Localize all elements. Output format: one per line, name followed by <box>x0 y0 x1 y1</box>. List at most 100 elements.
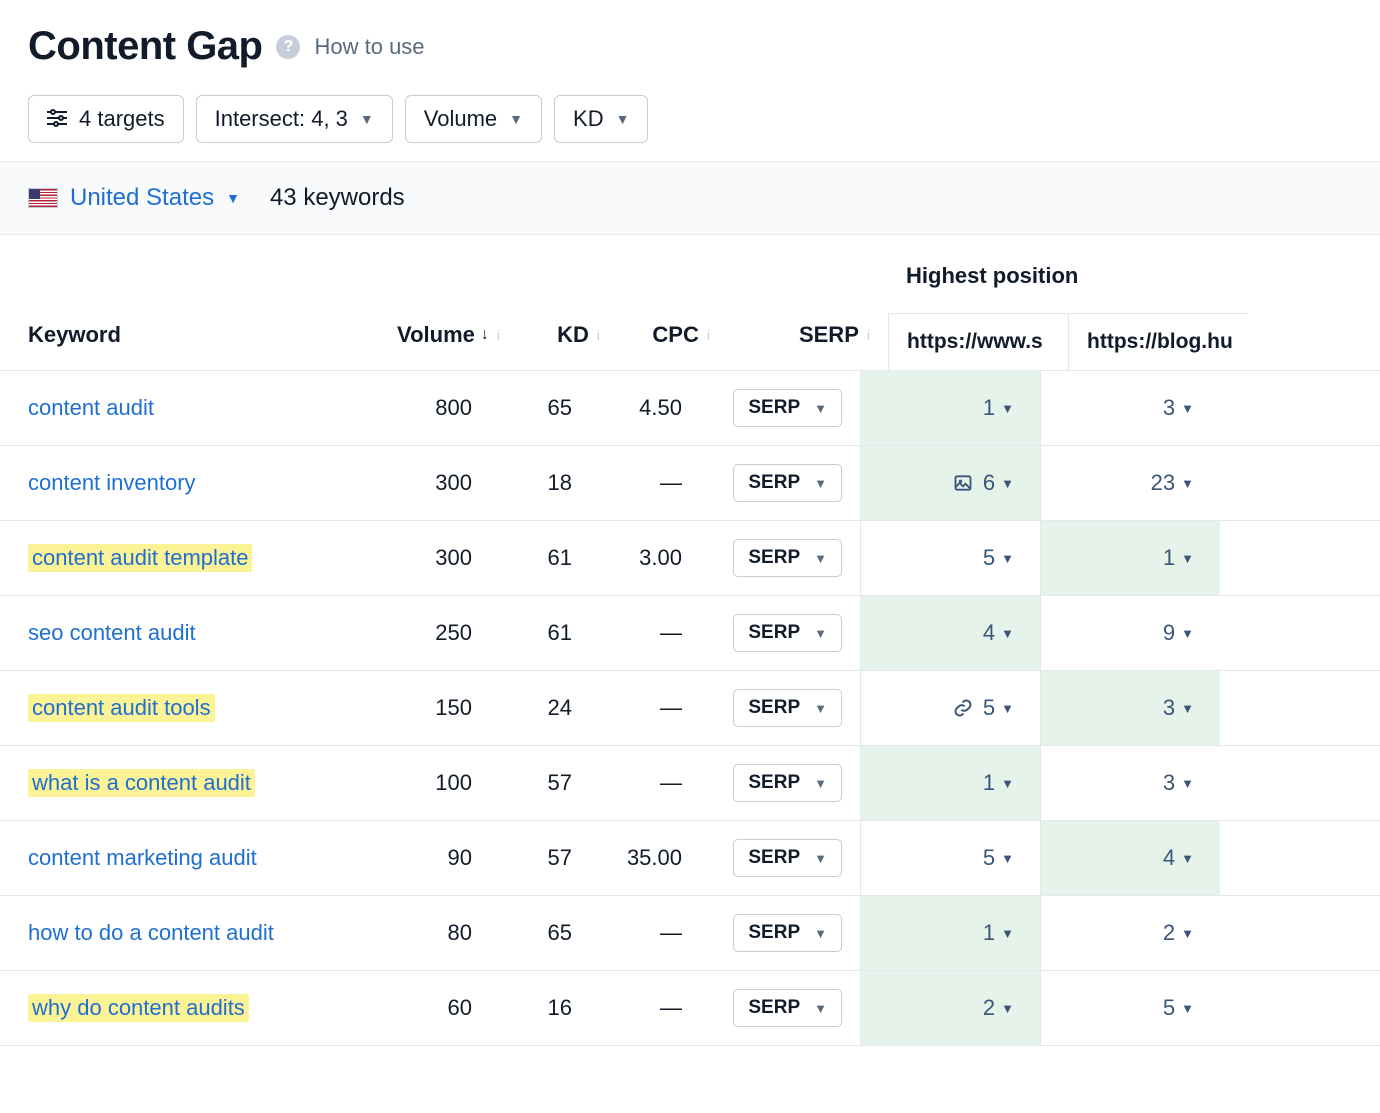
cell-cpc: — <box>590 746 700 820</box>
position-value: 1 <box>983 770 995 796</box>
cell-serp: SERP▼ <box>700 746 860 820</box>
filter-row: 4 targets Intersect: 4, 3 ▼ Volume ▼ KD … <box>28 95 1352 143</box>
keyword-link[interactable]: why do content audits <box>28 994 249 1022</box>
cell-volume: 150 <box>370 671 490 745</box>
targets-filter-label: 4 targets <box>79 106 165 132</box>
chevron-down-icon: ▼ <box>1181 776 1194 791</box>
col-cpc[interactable]: CPC i <box>618 322 728 370</box>
col-serp[interactable]: SERP i <box>728 322 888 370</box>
col-keyword[interactable]: Keyword <box>28 322 398 370</box>
position-value: 5 <box>983 845 995 871</box>
volume-filter-label: Volume <box>424 106 497 132</box>
serp-button[interactable]: SERP▼ <box>733 614 842 652</box>
info-icon[interactable]: i <box>867 327 870 343</box>
keyword-link[interactable]: what is a content audit <box>28 769 255 797</box>
cell-volume: 250 <box>370 596 490 670</box>
col-url-2[interactable]: https://blog.hu <box>1068 314 1248 370</box>
cell-position-1[interactable]: 2▼ <box>860 971 1040 1045</box>
serp-button-label: SERP <box>748 697 800 719</box>
serp-button[interactable]: SERP▼ <box>733 914 842 952</box>
position-value: 1 <box>983 920 995 946</box>
cell-position-2[interactable]: 3▼ <box>1040 671 1220 745</box>
cell-volume: 300 <box>370 521 490 595</box>
col-url-1[interactable]: https://www.s <box>888 314 1068 370</box>
sliders-icon <box>47 109 67 130</box>
serp-button[interactable]: SERP ▼ <box>733 539 842 577</box>
help-icon[interactable]: ? <box>276 35 300 59</box>
chevron-down-icon: ▼ <box>814 476 827 491</box>
keyword-link[interactable]: content inventory <box>28 470 196 496</box>
cell-volume: 90 <box>370 821 490 895</box>
cell-position-1[interactable]: 1▼ <box>860 896 1040 970</box>
cell-cpc: — <box>590 971 700 1045</box>
serp-button-label: SERP <box>748 547 800 569</box>
cell-volume: 800 <box>370 371 490 445</box>
cell-keyword: seo content audit <box>0 596 370 670</box>
chevron-down-icon: ▼ <box>1181 701 1194 716</box>
position-value: 3 <box>1163 695 1175 721</box>
intersect-filter[interactable]: Intersect: 4, 3 ▼ <box>196 95 393 143</box>
chevron-down-icon: ▼ <box>814 701 827 716</box>
cell-kd: 61 <box>490 521 590 595</box>
cell-cpc: 3.00 <box>590 521 700 595</box>
serp-button[interactable]: SERP▼ <box>733 389 842 427</box>
keyword-link[interactable]: seo content audit <box>28 620 196 646</box>
chevron-down-icon: ▼ <box>226 190 240 206</box>
cell-position-2[interactable]: 3▼ <box>1040 371 1220 445</box>
targets-filter[interactable]: 4 targets <box>28 95 184 143</box>
cell-serp: SERP ▼ <box>700 671 860 745</box>
cell-position-2[interactable]: 3▼ <box>1040 746 1220 820</box>
cell-position-1[interactable]: 5▼ <box>860 671 1040 745</box>
cell-cpc: — <box>590 596 700 670</box>
cell-position-2[interactable]: 9▼ <box>1040 596 1220 670</box>
country-selector[interactable]: United States ▼ <box>28 184 240 212</box>
info-icon[interactable]: i <box>497 327 500 343</box>
keyword-link[interactable]: content audit <box>28 395 154 421</box>
how-to-link[interactable]: How to use <box>314 34 424 60</box>
volume-filter[interactable]: Volume ▼ <box>405 95 542 143</box>
page-title: Content Gap <box>28 24 262 69</box>
chevron-down-icon: ▼ <box>814 551 827 566</box>
cell-position-2[interactable]: 1▼ <box>1040 521 1220 595</box>
cell-kd: 18 <box>490 446 590 520</box>
cell-keyword: content audit tools <box>0 671 370 745</box>
position-value: 1 <box>1163 545 1175 571</box>
cell-position-2[interactable]: 23▼ <box>1040 446 1220 520</box>
keyword-link[interactable]: content audit tools <box>28 694 215 722</box>
chevron-down-icon: ▼ <box>1181 851 1194 866</box>
col-kd[interactable]: KD i <box>518 322 618 370</box>
serp-button[interactable]: SERP ▼ <box>733 464 842 502</box>
kd-filter[interactable]: KD ▼ <box>554 95 648 143</box>
serp-button[interactable]: SERP▼ <box>733 989 842 1027</box>
cell-position-2[interactable]: 5▼ <box>1040 971 1220 1045</box>
table-row: content inventory30018—SERP▼6▼23▼ <box>0 446 1380 521</box>
serp-button[interactable]: SERP▼ <box>733 839 842 877</box>
keyword-link[interactable]: content audit template <box>28 544 252 572</box>
col-keyword-label: Keyword <box>28 322 121 348</box>
serp-button-label: SERP <box>748 847 800 869</box>
cell-serp: SERP▼ <box>700 971 860 1045</box>
cell-position-1[interactable]: 4▼ <box>860 596 1040 670</box>
cell-volume: 100 <box>370 746 490 820</box>
serp-button[interactable]: SERP▼ <box>733 764 842 802</box>
cell-position-1[interactable]: 1▼ <box>860 371 1040 445</box>
serp-button-label: SERP <box>748 472 800 494</box>
info-icon[interactable]: i <box>597 327 600 343</box>
cell-position-1[interactable]: 6▼ <box>860 446 1040 520</box>
cell-position-1[interactable]: 5▼ <box>860 521 1040 595</box>
keyword-link[interactable]: content marketing audit <box>28 845 257 871</box>
us-flag-icon <box>28 188 58 208</box>
cell-cpc: 4.50 <box>590 371 700 445</box>
cell-position-1[interactable]: 5▼ <box>860 821 1040 895</box>
col-volume[interactable]: Volume ↓ i <box>398 322 518 370</box>
chevron-down-icon: ▼ <box>814 1001 827 1016</box>
serp-button[interactable]: SERP ▼ <box>733 689 842 727</box>
cell-position-2[interactable]: 2▼ <box>1040 896 1220 970</box>
chevron-down-icon: ▼ <box>1181 626 1194 641</box>
cell-position-2[interactable]: 4▼ <box>1040 821 1220 895</box>
info-icon[interactable]: i <box>707 327 710 343</box>
chevron-down-icon: ▼ <box>616 111 630 127</box>
keyword-link[interactable]: how to do a content audit <box>28 920 274 946</box>
chevron-down-icon: ▼ <box>1001 1001 1014 1016</box>
cell-position-1[interactable]: 1▼ <box>860 746 1040 820</box>
